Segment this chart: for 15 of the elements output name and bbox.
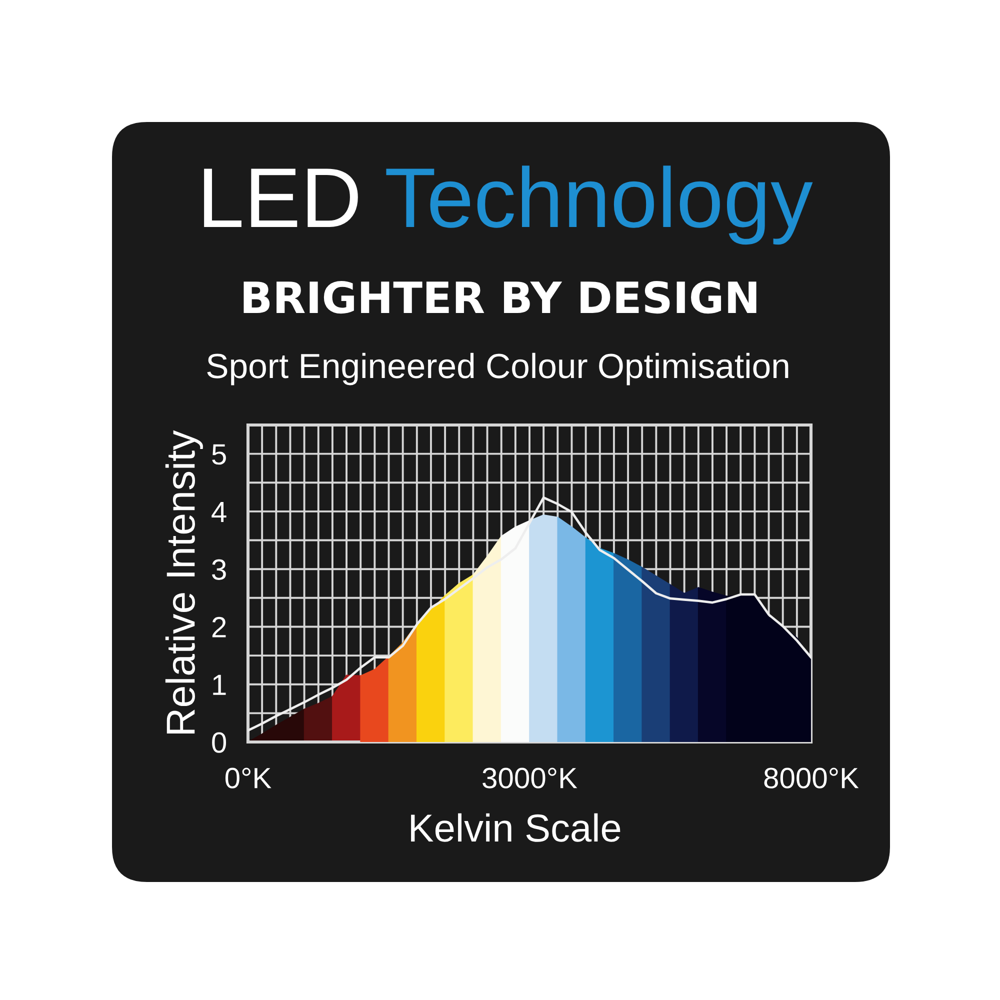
x-tick-label: 0°K [225,768,272,788]
y-tick-label: 3 [212,559,226,580]
y-tick-label: 5 [212,444,226,465]
line-series [248,496,811,732]
y-tick-label: 4 [212,502,226,522]
y-tick-label: 2 [212,616,226,638]
chart-title: LED Technology [204,166,813,245]
x-tick-label: 3000°K [482,768,578,788]
y-axis-title: Relative Intensity [165,430,203,734]
y-tick-label: 1 [213,674,226,695]
chart-subtitle: BRIGHTER BY DESIGN [244,281,756,314]
x-axis-title: Kelvin Scale [411,813,620,842]
y-tick-label: 0 [212,732,226,753]
x-tick-label: 8000°K [764,768,859,788]
text: Sport Engineered Colour Optimisation [207,352,788,386]
